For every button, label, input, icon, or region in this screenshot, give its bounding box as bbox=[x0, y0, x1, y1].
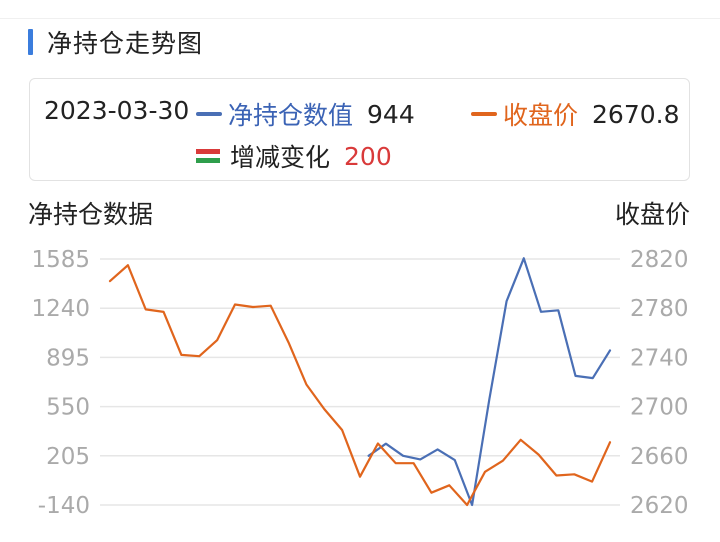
left-axis-title: 净持仓数据 bbox=[28, 200, 154, 229]
right-tick-label: 2780 bbox=[630, 296, 689, 322]
right-tick-label: 2700 bbox=[630, 395, 689, 421]
section-accent-bar bbox=[28, 29, 33, 55]
legend-change-label: 增减变化 bbox=[230, 143, 331, 172]
legend-item-net[interactable]: 净持仓数值 944 bbox=[196, 96, 415, 132]
chart-area: 1585 2820 1240 2780 895 2740 550 2700 205 2660 -14… bbox=[31, 247, 689, 519]
right-tick-label: 2820 bbox=[630, 247, 689, 273]
legend-date: 2023-03-30 bbox=[44, 96, 190, 125]
legend-net-value: 944 bbox=[367, 99, 415, 129]
right-tick-label: 2620 bbox=[630, 493, 689, 519]
left-tick-label: 550 bbox=[46, 395, 90, 421]
legend-box: 2023-03-30 净持仓数值 944 收盘价 2670.8 增减变化 200 bbox=[29, 78, 690, 181]
close-price-series-line bbox=[108, 264, 612, 507]
top-divider bbox=[0, 18, 720, 19]
left-tick-label: 1585 bbox=[31, 247, 90, 273]
legend-net-label: 净持仓数值 bbox=[228, 101, 354, 130]
net-position-series-line bbox=[367, 257, 612, 507]
right-axis-title: 收盘价 bbox=[614, 200, 690, 229]
legend-change-value: 200 bbox=[344, 141, 392, 171]
legend-close-label: 收盘价 bbox=[503, 101, 579, 130]
right-tick-label: 2740 bbox=[630, 345, 689, 371]
legend-item-change[interactable]: 增减变化 200 bbox=[196, 138, 392, 174]
left-tick-label: -140 bbox=[38, 493, 90, 519]
left-tick-label: 1240 bbox=[31, 296, 90, 322]
legend-item-close[interactable]: 收盘价 2670.8 bbox=[471, 96, 680, 132]
left-tick-label: 895 bbox=[46, 345, 90, 371]
net-line-swatch-icon bbox=[196, 112, 222, 116]
change-flag-swatch-icon bbox=[196, 149, 220, 164]
legend-close-value: 2670.8 bbox=[592, 99, 680, 129]
section-header: 净持仓走势图 bbox=[28, 27, 204, 58]
left-tick-label: 205 bbox=[46, 444, 90, 470]
close-line-swatch-icon bbox=[471, 112, 497, 116]
page-title: 净持仓走势图 bbox=[47, 29, 204, 58]
right-tick-label: 2660 bbox=[630, 444, 689, 470]
